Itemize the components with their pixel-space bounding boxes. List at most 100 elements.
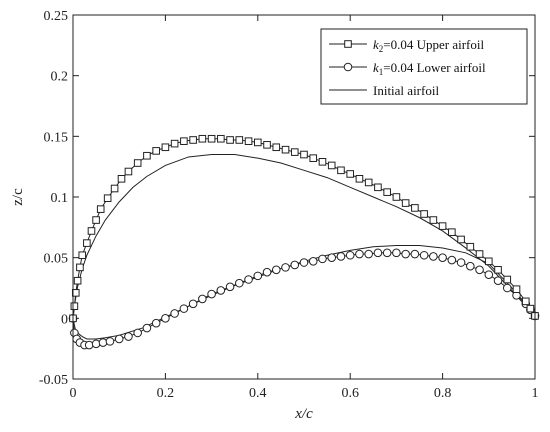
lower-marker [151, 318, 161, 328]
upper-marker [254, 138, 262, 147]
lower-marker [401, 249, 410, 259]
upper-marker [217, 134, 225, 143]
lower-marker [244, 275, 253, 284]
lower-marker [493, 276, 503, 286]
upper-marker [189, 136, 197, 144]
x-tick-label: 1 [532, 386, 539, 401]
lower-marker [327, 253, 337, 262]
lower-marker [105, 337, 115, 346]
upper-marker [337, 166, 345, 175]
y-axis-label: z/c [10, 188, 26, 206]
lower-marker [91, 339, 101, 349]
upper-marker [76, 263, 84, 272]
x-axis-label: x/c [294, 406, 313, 422]
lower-marker [429, 252, 438, 261]
lower-marker [456, 258, 466, 267]
upper-marker [133, 159, 142, 167]
upper-marker [244, 137, 253, 145]
lower-marker [484, 270, 494, 279]
y-tick-label: 0.1 [51, 191, 69, 206]
upper-marker [466, 242, 475, 251]
lower-marker [345, 250, 355, 260]
lower-marker [98, 338, 108, 347]
y-tick-label: 0.15 [44, 130, 69, 145]
y-tick-label: 0 [61, 312, 68, 327]
upper-marker [117, 175, 126, 183]
upper-marker [152, 147, 160, 155]
lower-marker [502, 283, 512, 293]
upper-marker [438, 222, 447, 230]
upper-marker [521, 297, 530, 306]
series-line [72, 154, 536, 340]
lower-marker [410, 249, 420, 259]
upper-marker [401, 199, 410, 207]
lower-marker [318, 254, 327, 264]
legend-marker [343, 62, 353, 72]
lower-marker [355, 249, 364, 259]
upper-marker [300, 150, 308, 159]
legend-item: k2=0.04 Upper airfoil [329, 37, 485, 54]
lower-marker [308, 257, 318, 266]
upper-marker [83, 239, 91, 247]
upper-marker [281, 145, 290, 154]
lower-marker [290, 260, 300, 270]
legend-item: Initial airfoil [329, 83, 439, 98]
upper-marker [494, 266, 502, 274]
y-tick-label: 0.25 [44, 9, 69, 24]
lower-marker [179, 304, 189, 313]
series-1 [68, 248, 540, 350]
upper-marker [73, 276, 82, 285]
lower-marker [466, 261, 475, 271]
upper-marker [180, 137, 188, 145]
x-tick-label: 0 [70, 386, 77, 401]
y-tick-label: -0.05 [39, 373, 68, 388]
upper-marker [96, 205, 105, 213]
lower-marker [235, 278, 244, 288]
upper-marker [318, 158, 327, 166]
lower-marker [114, 334, 124, 344]
lower-marker [188, 299, 198, 309]
upper-marker [392, 193, 401, 201]
lower-marker [124, 332, 133, 341]
legend-item: k1=0.04 Lower airfoil [329, 60, 486, 77]
lower-marker [392, 248, 401, 258]
lower-marker [299, 258, 309, 267]
upper-marker [170, 139, 179, 148]
upper-marker [457, 235, 465, 244]
upper-marker [374, 183, 382, 192]
upper-marker [512, 285, 521, 294]
legend-marker [344, 40, 352, 48]
upper-marker [364, 178, 373, 187]
upper-marker [503, 275, 512, 284]
legend-label: Initial airfoil [373, 83, 439, 98]
upper-marker [272, 143, 281, 152]
lower-marker [84, 340, 94, 350]
upper-marker [355, 175, 364, 183]
legend-label: k2=0.04 Upper airfoil [373, 37, 485, 54]
lower-marker [419, 250, 429, 260]
upper-marker [124, 167, 133, 176]
plot-frame [72, 14, 536, 380]
lower-marker [207, 289, 216, 299]
upper-marker [198, 134, 207, 143]
lower-marker [271, 265, 281, 275]
lower-marker [133, 328, 142, 338]
lower-marker [336, 252, 346, 261]
lower-marker [225, 282, 235, 292]
upper-marker [290, 148, 299, 156]
upper-marker [103, 194, 112, 203]
y-tick-label: 0.05 [44, 252, 69, 267]
upper-marker [485, 257, 493, 266]
lower-marker [253, 271, 263, 281]
series-0 [69, 134, 539, 323]
lower-marker [382, 248, 392, 258]
upper-marker [346, 170, 354, 178]
upper-marker [207, 134, 216, 143]
upper-marker [383, 188, 391, 196]
lower-marker [281, 263, 290, 272]
lower-marker [373, 248, 383, 258]
series-layer [68, 134, 540, 350]
